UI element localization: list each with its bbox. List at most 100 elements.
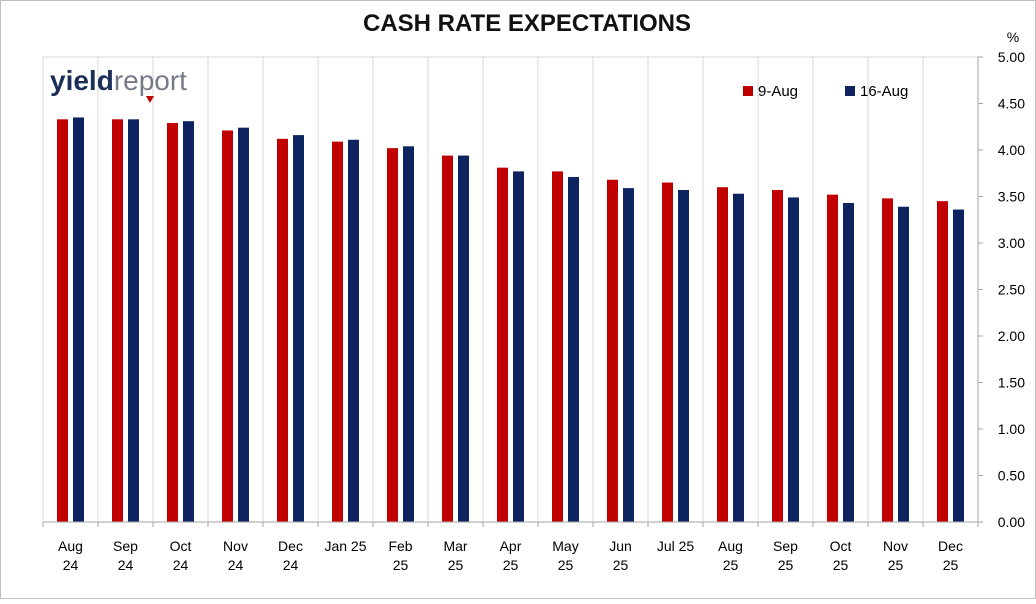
logo-report-text: report xyxy=(114,65,187,96)
bar-9-aug-4 xyxy=(277,138,288,522)
bar-9-aug-10 xyxy=(607,179,618,522)
bar-16-aug-12 xyxy=(733,193,744,522)
x-tick-label-line: Nov xyxy=(223,538,248,554)
x-tick-label-line: Jan 25 xyxy=(324,538,366,554)
x-tick-label-line: Sep xyxy=(113,538,138,554)
x-tick-label: Oct 24 xyxy=(170,538,192,573)
y-tick-label: 2.00 xyxy=(998,328,1025,344)
bar-9-aug-6 xyxy=(387,148,398,522)
bar-16-aug-5 xyxy=(348,139,359,522)
x-tick-label-line: 25 xyxy=(888,557,904,573)
x-tick-label-line: 25 xyxy=(613,557,629,573)
y-tick-label: 3.00 xyxy=(998,235,1025,251)
y-tick-label: 3.50 xyxy=(998,189,1025,205)
bar-9-aug-2 xyxy=(167,123,178,522)
bar-16-aug-8 xyxy=(513,171,524,522)
x-tick-label: Nov 25 xyxy=(883,538,908,573)
x-tick-label-line: Apr xyxy=(500,538,522,554)
bar-16-aug-10 xyxy=(623,188,634,522)
y-tick-label: 4.00 xyxy=(998,142,1025,158)
x-tick-label-line: Sep xyxy=(773,538,798,554)
x-tick-label: Mar 25 xyxy=(443,538,467,573)
legend-label-16-aug: 16-Aug xyxy=(860,83,908,100)
x-tick-label-line: May xyxy=(552,538,578,554)
bar-16-aug-14 xyxy=(843,203,854,522)
x-tick-label-line: Nov xyxy=(883,538,908,554)
legend-label-9-aug: 9-Aug xyxy=(758,83,798,100)
x-tick-label: Oct 25 xyxy=(830,538,852,573)
bar-16-aug-9 xyxy=(568,176,579,522)
x-tick-label: Apr 25 xyxy=(500,538,522,573)
chart-title: CASH RATE EXPECTATIONS xyxy=(363,10,691,37)
x-tick-label-line: Oct xyxy=(830,538,852,554)
x-tick-label: Aug 25 xyxy=(718,538,743,573)
bar-16-aug-13 xyxy=(788,197,799,522)
bar-16-aug-7 xyxy=(458,155,469,522)
bar-16-aug-6 xyxy=(403,146,414,522)
bar-16-aug-11 xyxy=(678,189,689,523)
logo-text: yieldreport xyxy=(50,65,187,96)
bar-9-aug-12 xyxy=(717,187,728,522)
x-tick-label-line: Aug xyxy=(58,538,83,554)
x-tick-label: Nov 24 xyxy=(223,538,248,573)
bar-9-aug-13 xyxy=(772,189,783,523)
logo-yield-text: yield xyxy=(50,65,114,96)
x-tick-label-line: Dec xyxy=(278,538,303,554)
bar-9-aug-1 xyxy=(112,119,123,522)
y-tick-label: 0.00 xyxy=(998,514,1025,530)
x-tick-label-line: 25 xyxy=(833,557,849,573)
x-tick-label-line: 24 xyxy=(63,557,79,573)
x-tick-label: Feb 25 xyxy=(388,538,412,573)
x-tick-label-line: 24 xyxy=(283,557,299,573)
x-tick-label: Jul 25 xyxy=(657,538,695,554)
bar-16-aug-0 xyxy=(73,117,84,522)
axis-layer xyxy=(42,56,983,527)
x-tick-label-line: Dec xyxy=(938,538,963,554)
bar-16-aug-4 xyxy=(293,135,304,522)
x-tick-label: Jan 25 xyxy=(324,538,366,554)
logo-accent-triangle-icon xyxy=(146,96,154,103)
bar-16-aug-2 xyxy=(183,121,194,523)
bar-9-aug-3 xyxy=(222,130,233,522)
y-tick-label: 4.50 xyxy=(998,96,1025,112)
y-axis-unit-label: % xyxy=(1007,29,1019,45)
x-tick-label-line: 25 xyxy=(558,557,574,573)
bar-9-aug-5 xyxy=(332,141,343,522)
x-tick-label-line: 25 xyxy=(723,557,739,573)
x-tick-label: Aug 24 xyxy=(58,538,83,573)
bar-9-aug-8 xyxy=(497,167,508,523)
x-tick-label: Sep 24 xyxy=(113,538,138,573)
x-tick-label: Sep 25 xyxy=(773,538,798,573)
x-tick-label-line: Oct xyxy=(170,538,192,554)
x-tick-labels: Aug 24 Sep 24 Oct 24 Nov 24 Dec 24 Jan 25 Feb 25 Mar 2… xyxy=(58,538,963,573)
bar-9-aug-7 xyxy=(442,155,453,522)
x-tick-label-line: 25 xyxy=(393,557,409,573)
y-tick-label: 2.50 xyxy=(998,282,1025,298)
bar-16-aug-16 xyxy=(953,209,964,522)
bar-9-aug-0 xyxy=(57,119,68,522)
bar-16-aug-1 xyxy=(128,119,139,522)
x-tick-label-line: 25 xyxy=(943,557,959,573)
x-tick-label-line: Feb xyxy=(388,538,412,554)
y-tick-label: 5.00 xyxy=(998,49,1025,65)
bar-9-aug-15 xyxy=(882,198,893,523)
x-tick-label-line: 25 xyxy=(448,557,464,573)
bars-layer xyxy=(57,117,964,523)
y-tick-labels: 0.00 0.50 1.00 1.50 2.00 2.50 3.00 3.50 4.00 4.50… xyxy=(998,49,1025,530)
x-tick-label-line: Jun xyxy=(609,538,632,554)
y-tick-label: 1.00 xyxy=(998,421,1025,437)
x-tick-label-line: Mar xyxy=(443,538,467,554)
y-tick-label: 1.50 xyxy=(998,375,1025,391)
x-tick-label-line: 24 xyxy=(118,557,134,573)
bar-9-aug-9 xyxy=(552,171,563,522)
x-tick-label-line: 25 xyxy=(503,557,519,573)
x-tick-label-line: 25 xyxy=(778,557,794,573)
bar-16-aug-15 xyxy=(898,206,909,523)
x-tick-label-line: Aug xyxy=(718,538,743,554)
bar-9-aug-11 xyxy=(662,182,673,523)
x-tick-label: May 25 xyxy=(552,538,578,573)
bar-9-aug-16 xyxy=(937,201,948,522)
chart-legend: 9-Aug 16-Aug xyxy=(743,83,908,100)
